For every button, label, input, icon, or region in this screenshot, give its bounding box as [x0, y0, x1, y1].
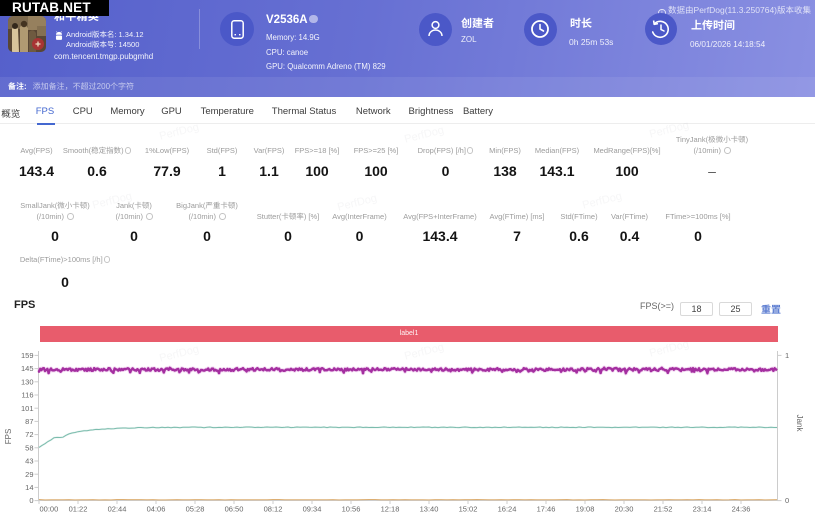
svg-text:04:06: 04:06: [147, 505, 166, 514]
svg-text:159: 159: [21, 351, 34, 360]
svg-text:20:30: 20:30: [615, 505, 634, 514]
svg-text:58: 58: [25, 443, 33, 452]
svg-text:145: 145: [21, 364, 34, 373]
svg-text:01:22: 01:22: [69, 505, 88, 514]
svg-text:06:50: 06:50: [225, 505, 244, 514]
svg-text:0: 0: [29, 496, 33, 505]
svg-text:00:00: 00:00: [40, 505, 59, 514]
svg-text:14: 14: [25, 483, 33, 492]
svg-text:13:40: 13:40: [420, 505, 439, 514]
svg-text:43: 43: [25, 457, 33, 466]
svg-text:Jank: Jank: [795, 415, 804, 433]
svg-text:29: 29: [25, 470, 33, 479]
svg-text:19:08: 19:08: [576, 505, 595, 514]
svg-text:1: 1: [785, 351, 789, 360]
svg-text:09:34: 09:34: [303, 505, 322, 514]
svg-text:12:18: 12:18: [381, 505, 400, 514]
svg-text:17:46: 17:46: [537, 505, 556, 514]
svg-text:0: 0: [785, 496, 789, 505]
svg-text:72: 72: [25, 430, 33, 439]
svg-text:87: 87: [25, 417, 33, 426]
svg-text:10:56: 10:56: [342, 505, 361, 514]
svg-text:130: 130: [21, 377, 34, 386]
svg-text:116: 116: [22, 391, 34, 400]
svg-text:23:14: 23:14: [693, 505, 712, 514]
svg-text:15:02: 15:02: [459, 505, 478, 514]
svg-text:24:36: 24:36: [732, 505, 751, 514]
svg-text:101: 101: [21, 404, 34, 413]
svg-text:05:28: 05:28: [186, 505, 205, 514]
svg-text:FPS: FPS: [4, 429, 13, 445]
svg-text:02:44: 02:44: [108, 505, 127, 514]
svg-text:16:24: 16:24: [498, 505, 517, 514]
svg-text:21:52: 21:52: [654, 505, 673, 514]
svg-text:08:12: 08:12: [264, 505, 283, 514]
